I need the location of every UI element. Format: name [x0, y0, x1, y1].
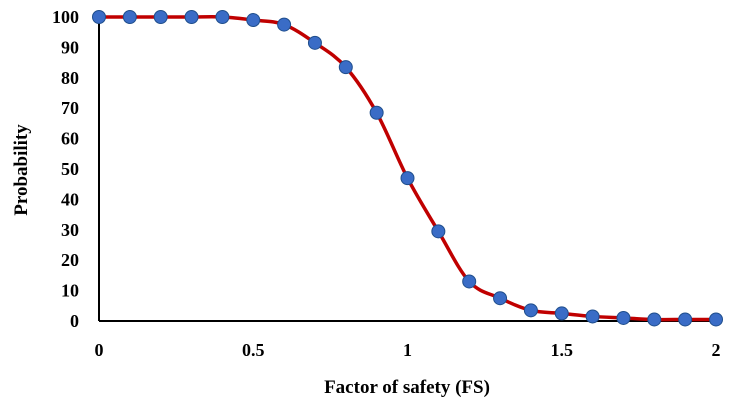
x-tick-label: 2	[712, 340, 721, 360]
data-point	[184, 10, 199, 24]
data-point	[277, 17, 292, 32]
y-tick-label: 70	[61, 98, 79, 118]
data-point	[122, 10, 137, 24]
data-point	[616, 310, 631, 325]
x-tick-label: 0	[95, 340, 104, 360]
x-tick-label: 1	[403, 340, 412, 360]
data-point	[215, 10, 230, 24]
y-tick-label: 30	[61, 220, 79, 240]
y-tick-label: 10	[61, 281, 79, 301]
data-point	[153, 10, 168, 24]
data-point	[462, 274, 477, 289]
data-point	[554, 306, 569, 321]
data-point	[338, 60, 353, 75]
series-line	[99, 15, 716, 322]
data-point	[307, 35, 322, 50]
y-tick-labels: 0 10 20 30 40 50 60 70 80 90 100	[52, 7, 79, 331]
y-tick-label: 100	[52, 7, 79, 27]
y-tick-label: 50	[61, 159, 79, 179]
y-tick-label: 60	[61, 129, 79, 149]
series-probability	[92, 10, 723, 327]
data-point	[369, 105, 384, 120]
y-tick-label: 40	[61, 189, 79, 209]
y-axis-title: Probability	[11, 124, 32, 216]
y-tick-label: 90	[61, 37, 79, 57]
data-point	[92, 10, 106, 24]
y-tick-label: 20	[61, 250, 79, 270]
data-point	[585, 309, 600, 324]
x-tick-labels: 0 0.5 1 1.5 2	[95, 340, 721, 360]
x-tick-label: 1.5	[551, 340, 574, 360]
data-point	[709, 312, 723, 327]
x-tick-label: 0.5	[242, 340, 265, 360]
y-tick-label: 80	[61, 68, 79, 88]
data-point	[493, 291, 508, 306]
data-point	[647, 312, 662, 327]
y-tick-label: 0	[70, 311, 79, 331]
data-point	[678, 312, 693, 327]
data-point	[523, 303, 538, 318]
data-point	[431, 224, 446, 239]
x-axis-title: Factor of safety (FS)	[324, 377, 490, 398]
data-point	[246, 13, 261, 28]
data-point	[400, 171, 415, 186]
